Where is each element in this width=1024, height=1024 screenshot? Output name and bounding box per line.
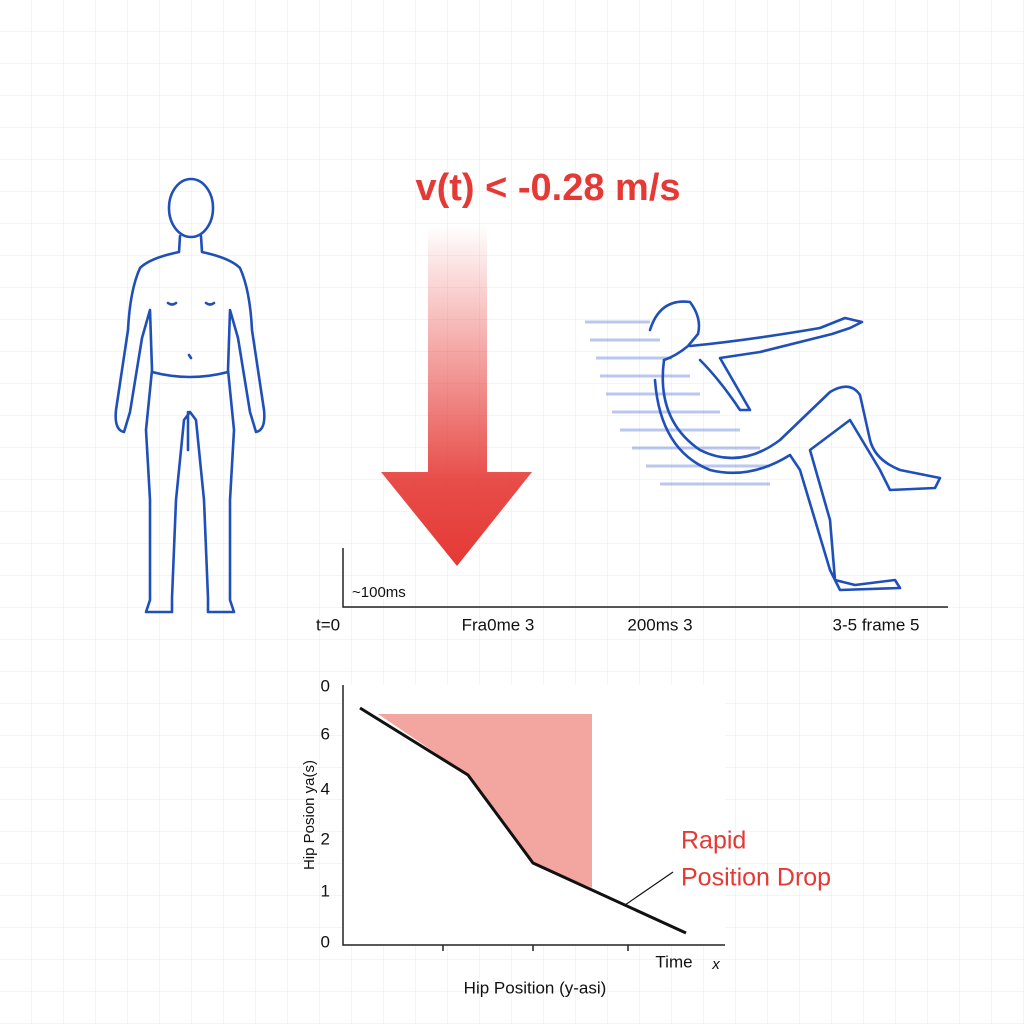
plot: Hip Posion ya(s) Hip Position (y-asi) Ti… [301, 685, 831, 997]
standing-figure [114, 177, 266, 614]
timeline-label: t=0 [316, 615, 340, 634]
y-tick-label: 6 [321, 724, 330, 743]
callout-line: Rapid [681, 827, 746, 855]
y-axis-label: Hip Posion ya(s) [301, 760, 318, 870]
timeline-scale: ~100ms [352, 584, 406, 601]
timeline: ~100ms [342, 548, 948, 608]
x-end-label: Time [655, 952, 692, 971]
hip-position-line [359, 706, 687, 935]
callout-line: Position Drop [681, 864, 831, 892]
timeline-axis [342, 548, 948, 608]
x-axis-label: Hip Position (y-asi) [464, 978, 607, 997]
velocity-threshold: v(t) < -0.28 m/s [415, 167, 680, 209]
y-tick-label: 1 [321, 881, 330, 900]
y-tick-label: 4 [321, 779, 330, 798]
x-tick-marks [442, 945, 629, 951]
y-tick-label: 0 [321, 676, 330, 695]
y-tick-label: 0 [321, 932, 330, 951]
timeline-label: 3-5 frame 5 [833, 615, 920, 634]
y-tick-label: 2 [321, 829, 330, 848]
x-end-mark: x [711, 956, 720, 973]
plot-axes [342, 685, 725, 946]
timeline-label: Fra0me 3 [462, 615, 535, 634]
timeline-label: 200ms 3 [627, 615, 692, 634]
downward-arrow [381, 225, 532, 566]
drop-region [378, 714, 592, 888]
falling-figure [648, 300, 942, 592]
callout-leader [624, 871, 674, 906]
